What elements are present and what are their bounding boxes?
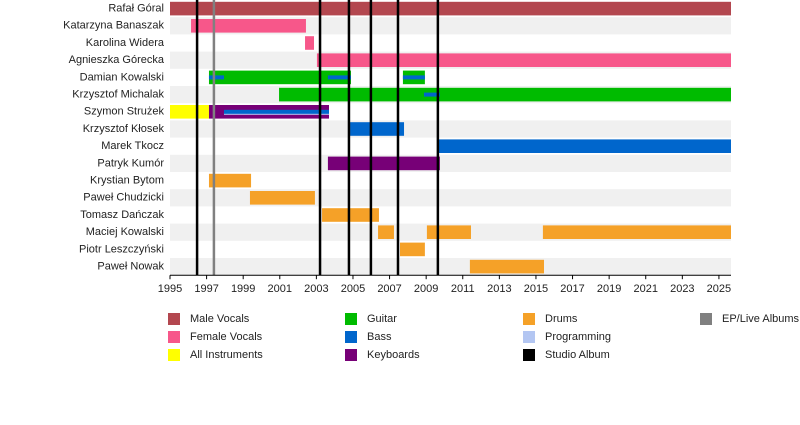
- row-label: Patryk Kumór: [97, 157, 164, 169]
- legend-label: Studio Album: [545, 349, 610, 361]
- x-tick-label: 2019: [597, 283, 621, 295]
- legend-label: Female Vocals: [190, 331, 263, 343]
- member-bar: [327, 156, 440, 171]
- row-label: Maciej Kowalski: [86, 226, 164, 238]
- legend-swatch: [345, 313, 357, 325]
- member-bar: [426, 225, 471, 239]
- row-label: Krystian Bytom: [90, 175, 164, 187]
- member-bar: [316, 53, 731, 67]
- legend-swatch: [168, 313, 180, 325]
- x-tick-label: 2005: [341, 283, 365, 295]
- x-tick-label: 2001: [268, 283, 292, 295]
- row-label: Damian Kowalski: [80, 71, 164, 83]
- x-tick-label: 1997: [194, 283, 218, 295]
- row-label: Rafał Góral: [108, 3, 164, 15]
- x-tick-label: 2011: [451, 283, 475, 295]
- legend-label: All Instruments: [190, 349, 263, 361]
- member-bar: [542, 225, 731, 239]
- member-bar: [327, 75, 351, 80]
- x-tick-label: 2015: [524, 283, 548, 295]
- member-bar: [437, 139, 731, 153]
- row-label: Marek Tkocz: [101, 140, 164, 152]
- row-label: Szymon Strużek: [84, 106, 165, 118]
- member-bar: [399, 242, 425, 257]
- legend-swatch: [168, 331, 180, 343]
- member-bar: [322, 208, 379, 222]
- member-bar: [191, 19, 306, 33]
- row-band: [170, 120, 731, 138]
- row-label: Krzysztof Kłosek: [83, 123, 165, 135]
- row-label: Paweł Chudzicki: [83, 192, 164, 204]
- x-tick-label: 1995: [158, 283, 182, 295]
- member-bar: [208, 75, 224, 80]
- row-band: [170, 258, 731, 276]
- x-tick-label: 2007: [377, 283, 401, 295]
- legend-label: Programming: [545, 331, 611, 343]
- member-bar: [208, 173, 252, 188]
- x-tick-label: 1999: [231, 283, 255, 295]
- x-tick-label: 2009: [414, 283, 438, 295]
- x-tick-label: 2013: [487, 283, 511, 295]
- member-bar: [279, 87, 731, 102]
- legend-swatch: [523, 313, 535, 325]
- row-label: Katarzyna Banaszak: [63, 20, 164, 32]
- legend-label: EP/Live Albums: [722, 313, 800, 325]
- row-label: Krzysztof Michalak: [72, 89, 164, 101]
- row-label: Piotr Leszczyński: [79, 243, 164, 255]
- legend-swatch: [345, 349, 357, 361]
- row-band: [170, 17, 731, 35]
- member-bar: [249, 191, 315, 205]
- row-label: Karolina Widera: [86, 37, 165, 49]
- legend-swatch: [700, 313, 712, 325]
- legend-label: Guitar: [367, 313, 397, 325]
- legend-label: Drums: [545, 313, 578, 325]
- member-bar: [305, 36, 315, 50]
- member-bar: [402, 75, 425, 80]
- x-tick-label: 2021: [633, 283, 657, 295]
- legend-swatch: [168, 349, 180, 361]
- x-tick-label: 2025: [707, 283, 731, 295]
- member-bar: [208, 70, 351, 85]
- row-label: Tomasz Dańczak: [80, 209, 164, 221]
- row-label: Paweł Nowak: [97, 261, 164, 273]
- legend-label: Keyboards: [367, 349, 420, 361]
- member-bar: [170, 1, 731, 16]
- legend-label: Bass: [367, 331, 392, 343]
- row-band: [170, 154, 731, 172]
- x-tick-label: 2023: [670, 283, 694, 295]
- legend-label: Male Vocals: [190, 313, 250, 325]
- legend-swatch: [523, 349, 535, 361]
- member-bar: [423, 92, 440, 97]
- member-bar: [223, 109, 330, 114]
- member-bar: [378, 225, 394, 239]
- member-bar: [469, 259, 544, 274]
- member-bar: [170, 105, 209, 119]
- row-label: Agnieszka Górecka: [69, 54, 165, 66]
- member-bar: [350, 122, 405, 136]
- legend-swatch: [523, 331, 535, 343]
- legend-swatch: [345, 331, 357, 343]
- x-tick-label: 2017: [560, 283, 584, 295]
- x-tick-label: 2003: [304, 283, 328, 295]
